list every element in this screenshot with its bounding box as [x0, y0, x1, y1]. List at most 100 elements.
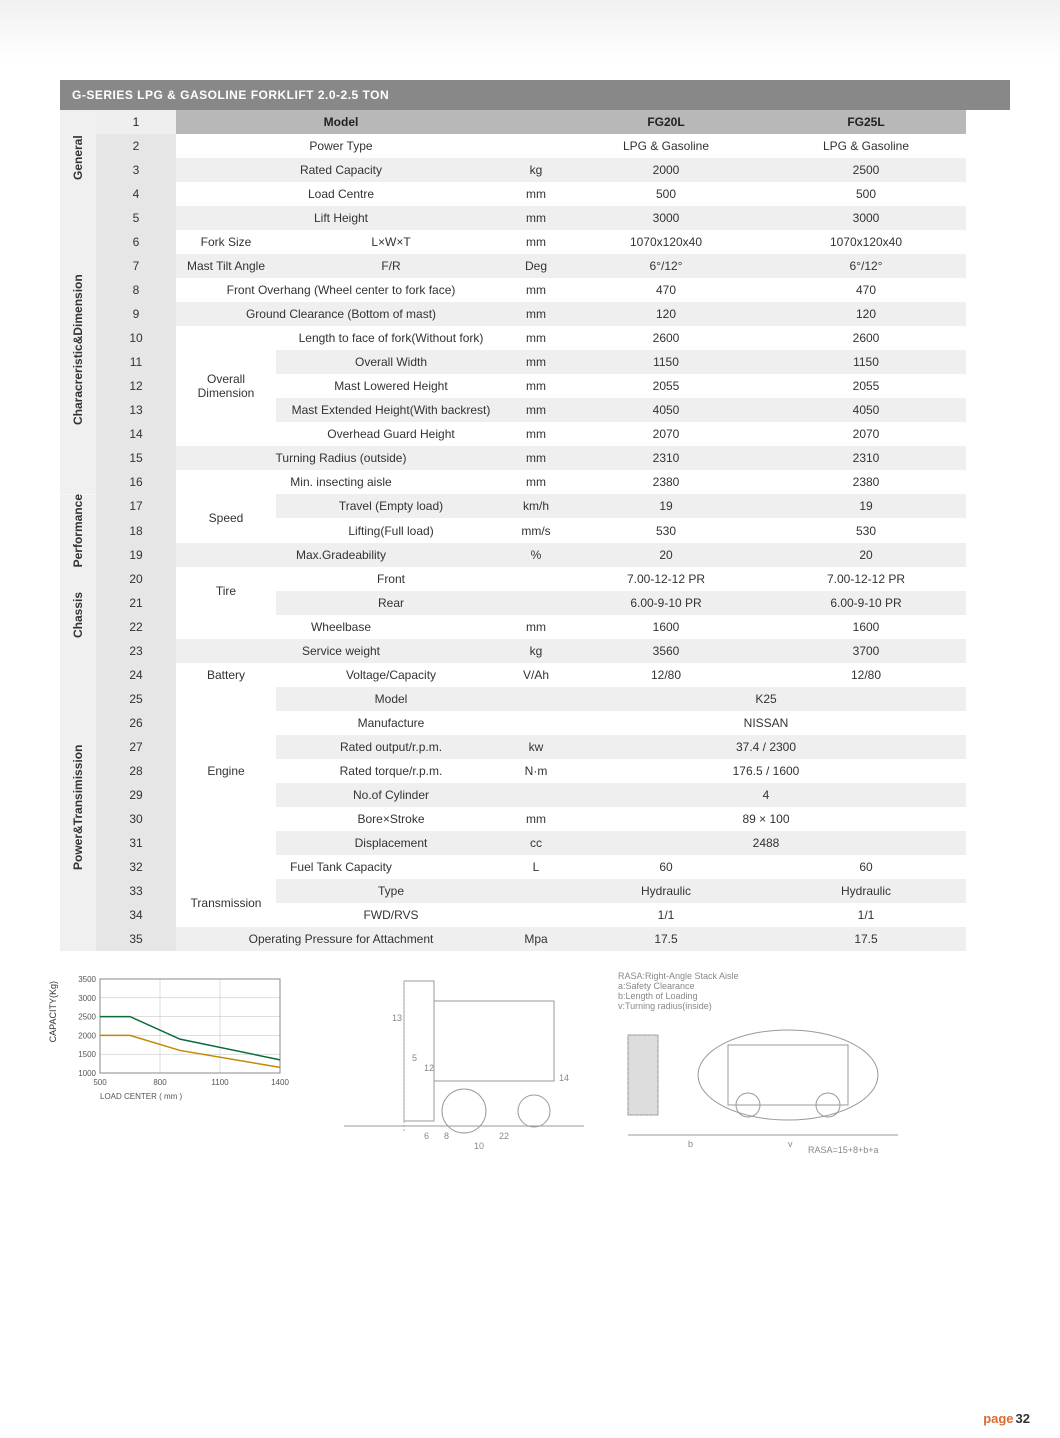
unit: mm: [506, 206, 566, 230]
spec-value: 530: [766, 518, 966, 542]
spec-label: Length to face of fork(Without fork): [276, 326, 506, 350]
row-number: 22: [96, 615, 176, 639]
row-number: 24: [96, 663, 176, 687]
category-label: Characreristic&Dimension: [60, 206, 96, 494]
spec-label: L×W×T: [276, 230, 506, 254]
spec-label: Voltage/Capacity: [276, 663, 506, 687]
row-number: 20: [96, 567, 176, 591]
unit: [506, 134, 566, 158]
spec-label: Mast Extended Height(With backrest): [276, 398, 506, 422]
svg-text:5: 5: [412, 1053, 417, 1063]
spec-value: 2070: [566, 422, 766, 446]
row-number: 17: [96, 494, 176, 518]
unit: kw: [506, 735, 566, 759]
spec-value: 4: [566, 783, 966, 807]
row-number: 9: [96, 302, 176, 326]
row-number: 7: [96, 254, 176, 278]
unit: [506, 591, 566, 615]
svg-text:1000: 1000: [78, 1069, 96, 1078]
spec-value: 2380: [766, 470, 966, 494]
svg-text:13: 13: [392, 1013, 402, 1023]
unit: [506, 879, 566, 903]
spec-label: Manufacture: [276, 711, 506, 735]
spec-value: 2310: [766, 446, 966, 470]
spec-value: Hydraulic: [566, 879, 766, 903]
spec-value: 2070: [766, 422, 966, 446]
spec-label: Max.Gradeability: [176, 543, 506, 567]
unit: V/Ah: [506, 663, 566, 687]
model-header: FG25L: [766, 110, 966, 134]
group-label: Transmission: [176, 879, 276, 927]
spec-value: 1/1: [766, 903, 966, 927]
category-label: Power&Transimission: [60, 663, 96, 951]
spec-value: 1600: [766, 615, 966, 639]
svg-text:500: 500: [93, 1078, 107, 1087]
unit: mm: [506, 182, 566, 206]
spec-value: 2500: [766, 158, 966, 182]
spec-value: 6.00-9-10 PR: [566, 591, 766, 615]
unit: %: [506, 543, 566, 567]
unit: Mpa: [506, 927, 566, 951]
svg-text:22: 22: [499, 1131, 509, 1141]
row-number: 16: [96, 470, 176, 494]
capacity-chart: CAPACITY(Kg) 100015002000250030003500500…: [60, 971, 290, 1101]
spec-label: Overall Width: [276, 350, 506, 374]
row-number: 31: [96, 831, 176, 855]
spec-value: 89 × 100: [566, 807, 966, 831]
unit: mm: [506, 615, 566, 639]
spec-value: 500: [766, 182, 966, 206]
spec-value: 17.5: [566, 927, 766, 951]
row-number: 12: [96, 374, 176, 398]
svg-text:RASA=15+8+b+a: RASA=15+8+b+a: [808, 1145, 879, 1155]
spec-value: 4050: [766, 398, 966, 422]
spec-label: Fuel Tank Capacity: [176, 855, 506, 879]
spec-value: 1150: [566, 350, 766, 374]
row-number: 6: [96, 230, 176, 254]
row-number: 25: [96, 687, 176, 711]
spec-value: 2055: [766, 374, 966, 398]
unit: [506, 711, 566, 735]
unit: N·m: [506, 759, 566, 783]
spec-label: Wheelbase: [176, 615, 506, 639]
spec-value: NISSAN: [566, 711, 966, 735]
spec-label: No.of Cylinder: [276, 783, 506, 807]
unit: mm: [506, 326, 566, 350]
row-number: 35: [96, 927, 176, 951]
row-number: 11: [96, 350, 176, 374]
row-number: 1: [96, 110, 176, 134]
spec-label: Load Centre: [176, 182, 506, 206]
row-number: 28: [96, 759, 176, 783]
spec-value: 3560: [566, 639, 766, 663]
spec-value: 60: [766, 855, 966, 879]
category-label: General: [60, 110, 96, 206]
category-label: Performance: [60, 494, 96, 567]
spec-value: 20: [566, 543, 766, 567]
unit: mm: [506, 446, 566, 470]
spec-label: FWD/RVS: [276, 903, 506, 927]
unit: mm: [506, 374, 566, 398]
spec-value: 19: [766, 494, 966, 518]
group-label: Tire: [176, 567, 276, 615]
spec-label: Rated Capacity: [176, 158, 506, 182]
group-label: Speed: [176, 494, 276, 543]
spec-label: Rated torque/r.p.m.: [276, 759, 506, 783]
row-number: 32: [96, 855, 176, 879]
unit: mm: [506, 807, 566, 831]
svg-text:2000: 2000: [78, 1032, 96, 1041]
legend-line: a:Safety Clearance: [618, 981, 918, 991]
spec-label: Min. insecting aisle: [176, 470, 506, 494]
svg-text:12: 12: [424, 1063, 434, 1073]
spec-value: 3000: [766, 206, 966, 230]
row-number: 15: [96, 446, 176, 470]
row-number: 21: [96, 591, 176, 615]
spec-table: General1ModelFG20LFG25L2Power TypeLPG & …: [60, 110, 1010, 951]
category-label: Chassis: [60, 567, 96, 663]
unit: mm: [506, 302, 566, 326]
spec-value: 12/80: [566, 663, 766, 687]
unit: [506, 783, 566, 807]
spec-value: 6.00-9-10 PR: [766, 591, 966, 615]
spec-value: 2055: [566, 374, 766, 398]
spec-value: 20: [766, 543, 966, 567]
spec-label: Mast Lowered Height: [276, 374, 506, 398]
model-header: FG20L: [566, 110, 766, 134]
